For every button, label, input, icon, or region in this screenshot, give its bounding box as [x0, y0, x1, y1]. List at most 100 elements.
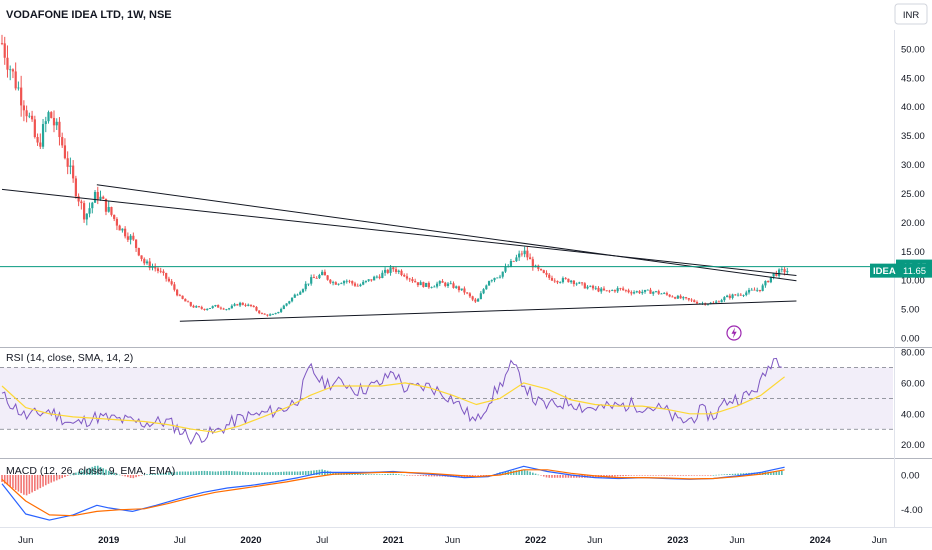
candle[interactable] [11, 68, 15, 79]
candle[interactable] [66, 151, 69, 175]
candle[interactable] [113, 214, 116, 222]
candle[interactable] [684, 296, 688, 300]
candle[interactable] [20, 75, 23, 117]
candle[interactable] [663, 292, 666, 295]
candle[interactable] [591, 284, 595, 291]
candle[interactable] [616, 286, 619, 294]
candle[interactable] [17, 81, 20, 91]
candle[interactable] [537, 264, 540, 272]
candle[interactable] [367, 279, 370, 282]
candle[interactable] [233, 302, 236, 307]
candle[interactable] [279, 307, 283, 313]
candle[interactable] [331, 280, 335, 286]
candle[interactable] [200, 305, 203, 310]
candle[interactable] [572, 280, 575, 287]
candle[interactable] [654, 290, 658, 293]
candle[interactable] [102, 195, 105, 200]
price-panel[interactable]: 50.00 45.00 40.00 35.00 30.00 25.00 20.00 15.00… [0, 34, 932, 345]
candle[interactable] [643, 289, 647, 294]
candle[interactable] [241, 302, 244, 306]
candle[interactable] [674, 296, 677, 300]
candle[interactable] [463, 286, 466, 295]
candle[interactable] [140, 255, 143, 262]
candle[interactable] [145, 259, 149, 265]
candle[interactable] [176, 288, 179, 297]
candle[interactable] [274, 312, 277, 315]
candle[interactable] [460, 288, 463, 291]
candle[interactable] [632, 290, 636, 295]
candle[interactable] [156, 266, 160, 274]
candle[interactable] [668, 294, 671, 298]
candle[interactable] [758, 289, 762, 293]
candle[interactable] [386, 268, 389, 275]
candle[interactable] [515, 254, 518, 262]
candle[interactable] [222, 307, 225, 310]
candle[interactable] [408, 277, 411, 282]
candle[interactable] [214, 304, 217, 307]
candle[interactable] [285, 303, 288, 307]
candle[interactable] [107, 201, 110, 213]
lightning-icon[interactable] [726, 325, 742, 341]
candle[interactable] [512, 260, 515, 262]
candle[interactable] [756, 287, 759, 292]
candle[interactable] [77, 193, 80, 207]
candle[interactable] [244, 303, 247, 307]
candle[interactable] [580, 282, 584, 286]
candle[interactable] [403, 273, 406, 278]
candle[interactable] [345, 279, 348, 284]
candle[interactable] [134, 239, 138, 252]
candle[interactable] [561, 276, 565, 284]
candle[interactable] [28, 112, 31, 119]
candle[interactable] [750, 287, 753, 291]
candle[interactable] [362, 279, 365, 286]
candle[interactable] [381, 270, 384, 279]
candle[interactable] [290, 297, 294, 303]
candle[interactable] [638, 290, 641, 295]
candle[interactable] [217, 304, 220, 308]
candle[interactable] [490, 279, 493, 283]
candle[interactable] [184, 298, 187, 302]
candle[interactable] [657, 289, 660, 295]
candle[interactable] [498, 274, 502, 279]
candle[interactable] [556, 280, 559, 285]
candle[interactable] [124, 226, 127, 239]
signal-line[interactable] [1, 469, 785, 517]
candle[interactable] [764, 280, 767, 288]
candle[interactable] [772, 272, 775, 280]
candle[interactable] [564, 277, 567, 280]
candle[interactable] [416, 282, 420, 288]
candle[interactable] [378, 274, 381, 280]
candle[interactable] [318, 273, 321, 280]
candle[interactable] [14, 62, 17, 91]
candle[interactable] [165, 272, 168, 282]
candle[interactable] [518, 250, 521, 261]
candle[interactable] [435, 281, 439, 289]
candle[interactable] [132, 232, 135, 241]
candle[interactable] [422, 281, 425, 288]
candle[interactable] [299, 290, 302, 295]
candle[interactable] [602, 286, 606, 291]
candle[interactable] [189, 301, 192, 307]
candle[interactable] [258, 310, 261, 315]
candle[interactable] [731, 293, 734, 300]
candle[interactable] [375, 275, 378, 279]
candle[interactable] [545, 270, 548, 278]
candle[interactable] [304, 281, 307, 292]
candle[interactable] [723, 296, 726, 302]
candle[interactable] [3, 36, 6, 65]
candle[interactable] [586, 285, 589, 290]
candle[interactable] [230, 304, 233, 309]
candle[interactable] [9, 65, 12, 81]
candle[interactable] [457, 285, 461, 293]
candle[interactable] [649, 287, 652, 294]
candle[interactable] [282, 304, 285, 310]
candle[interactable] [269, 313, 272, 317]
candle[interactable] [578, 281, 581, 284]
candle[interactable] [170, 279, 173, 286]
candle[interactable] [433, 285, 436, 288]
candle[interactable] [80, 199, 83, 210]
candle[interactable] [720, 298, 723, 303]
candle[interactable] [296, 293, 299, 296]
candle[interactable] [479, 291, 482, 300]
candle[interactable] [93, 190, 97, 203]
